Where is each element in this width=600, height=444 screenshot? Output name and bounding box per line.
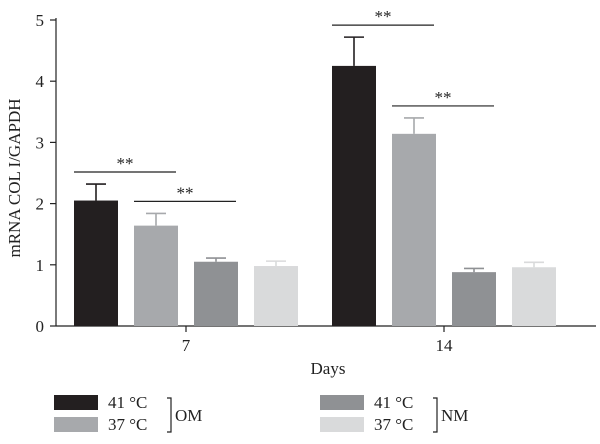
significance-layer: ** ** ** ** [74,7,494,202]
bar [512,267,556,326]
significance-label: ** [375,7,392,26]
y-tick-label: 4 [36,72,45,91]
bar [332,65,376,327]
y-axis-title: mRNA COL I/GAPDH [5,99,24,258]
bar [194,261,238,326]
legend-swatch [320,417,364,432]
bar [74,200,118,326]
x-tick-label: 14 [436,336,454,355]
y-tick-label: 1 [36,256,45,275]
bar [254,266,298,326]
y-tick-label: 3 [36,133,45,152]
bar [392,133,436,326]
legend-group-label: NM [441,406,468,425]
legend-bracket [433,397,438,433]
significance-label: ** [177,183,194,202]
x-axis-title: Days [311,359,346,378]
legend-swatch [54,417,98,432]
legend-group-label: OM [175,406,202,425]
legend-item-label: 37 °C [108,415,147,434]
axes-layer: 0 1 2 3 4 5 7 14 [36,11,596,355]
bar [134,225,178,326]
x-tick-label: 7 [182,336,191,355]
bars-layer [74,36,556,327]
y-tick-label: 5 [36,11,45,30]
y-tick-label: 0 [36,317,45,336]
legend-swatch [320,395,364,410]
legend-item-label: 37 °C [374,415,413,434]
legend: 41 °C 37 °C OM 41 °C 37 °C NM [54,393,468,434]
significance-label: ** [435,88,452,107]
legend-item-label: 41 °C [108,393,147,412]
legend-swatch [54,395,98,410]
legend-bracket [167,397,172,433]
y-tick-label: 2 [36,195,45,214]
bar [452,272,496,326]
legend-item-label: 41 °C [374,393,413,412]
significance-label: ** [117,154,134,173]
